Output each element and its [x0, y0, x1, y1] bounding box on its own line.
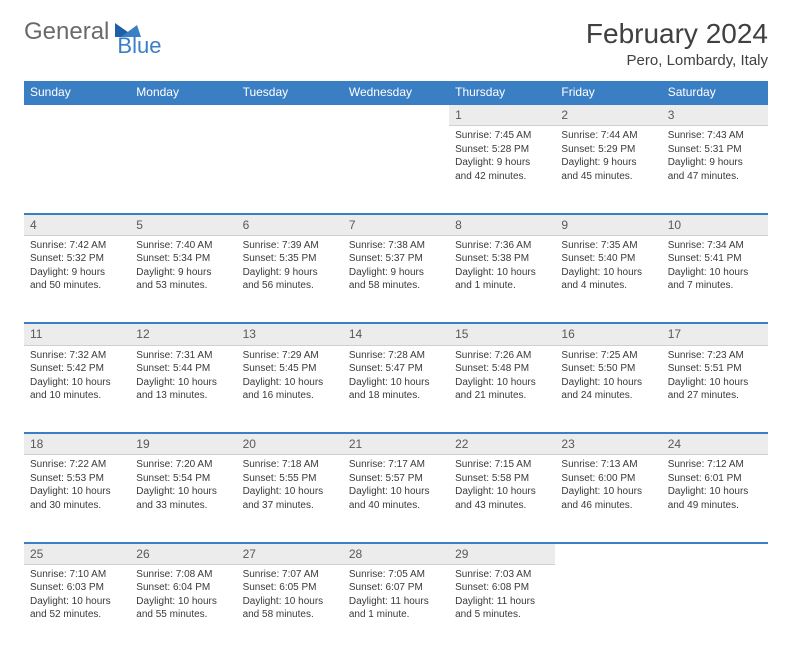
day-number-cell: 1 — [449, 104, 555, 126]
day-number-cell: 2 — [555, 104, 661, 126]
day-number-cell: 28 — [343, 543, 449, 565]
day-number-cell: 9 — [555, 214, 661, 236]
day-cell: Sunrise: 7:34 AMSunset: 5:41 PMDaylight:… — [662, 235, 768, 323]
day-header: Thursday — [449, 81, 555, 104]
day-number-cell: 19 — [130, 433, 236, 455]
day-cell: Sunrise: 7:38 AMSunset: 5:37 PMDaylight:… — [343, 235, 449, 323]
header: General Blue February 2024 Pero, Lombard… — [24, 18, 768, 69]
day-number-cell: 10 — [662, 214, 768, 236]
day-cell: Sunrise: 7:08 AMSunset: 6:04 PMDaylight:… — [130, 564, 236, 652]
day-number-cell: 3 — [662, 104, 768, 126]
day-cell: Sunrise: 7:20 AMSunset: 5:54 PMDaylight:… — [130, 455, 236, 543]
day-cell: Sunrise: 7:44 AMSunset: 5:29 PMDaylight:… — [555, 126, 661, 214]
day-number-cell: 14 — [343, 323, 449, 345]
day-cell: Sunrise: 7:28 AMSunset: 5:47 PMDaylight:… — [343, 345, 449, 433]
day-number-cell: 15 — [449, 323, 555, 345]
day-number-cell: 12 — [130, 323, 236, 345]
day-number-row: 18192021222324 — [24, 433, 768, 455]
day-cell: Sunrise: 7:17 AMSunset: 5:57 PMDaylight:… — [343, 455, 449, 543]
day-number-cell: 26 — [130, 543, 236, 565]
day-cell: Sunrise: 7:42 AMSunset: 5:32 PMDaylight:… — [24, 235, 130, 323]
day-number-cell: 25 — [24, 543, 130, 565]
day-number-cell: 27 — [237, 543, 343, 565]
day-content-row: Sunrise: 7:45 AMSunset: 5:28 PMDaylight:… — [24, 126, 768, 214]
day-cell: Sunrise: 7:40 AMSunset: 5:34 PMDaylight:… — [130, 235, 236, 323]
day-content-row: Sunrise: 7:42 AMSunset: 5:32 PMDaylight:… — [24, 235, 768, 323]
day-number-cell: 29 — [449, 543, 555, 565]
page-title: February 2024 — [586, 18, 768, 50]
day-cell: Sunrise: 7:22 AMSunset: 5:53 PMDaylight:… — [24, 455, 130, 543]
day-cell: Sunrise: 7:32 AMSunset: 5:42 PMDaylight:… — [24, 345, 130, 433]
day-header: Wednesday — [343, 81, 449, 104]
day-number-row: 45678910 — [24, 214, 768, 236]
day-number-row: 123 — [24, 104, 768, 126]
day-cell: Sunrise: 7:25 AMSunset: 5:50 PMDaylight:… — [555, 345, 661, 433]
day-cell: Sunrise: 7:18 AMSunset: 5:55 PMDaylight:… — [237, 455, 343, 543]
day-cell — [237, 126, 343, 214]
calendar-table: SundayMondayTuesdayWednesdayThursdayFrid… — [24, 81, 768, 652]
logo-text-blue: Blue — [117, 33, 161, 59]
day-number-cell: 22 — [449, 433, 555, 455]
day-number-cell: 8 — [449, 214, 555, 236]
day-cell: Sunrise: 7:29 AMSunset: 5:45 PMDaylight:… — [237, 345, 343, 433]
day-number-cell: 17 — [662, 323, 768, 345]
day-number-cell: 7 — [343, 214, 449, 236]
day-header: Friday — [555, 81, 661, 104]
day-cell: Sunrise: 7:23 AMSunset: 5:51 PMDaylight:… — [662, 345, 768, 433]
day-number-cell: 16 — [555, 323, 661, 345]
day-header-row: SundayMondayTuesdayWednesdayThursdayFrid… — [24, 81, 768, 104]
day-number-cell — [343, 104, 449, 126]
day-number-cell — [237, 104, 343, 126]
day-number-row: 2526272829 — [24, 543, 768, 565]
day-cell: Sunrise: 7:36 AMSunset: 5:38 PMDaylight:… — [449, 235, 555, 323]
day-header: Tuesday — [237, 81, 343, 104]
day-cell — [662, 564, 768, 652]
location-label: Pero, Lombardy, Italy — [586, 52, 768, 69]
day-number-cell — [555, 543, 661, 565]
day-number-cell: 23 — [555, 433, 661, 455]
day-number-cell: 5 — [130, 214, 236, 236]
day-number-cell — [662, 543, 768, 565]
day-cell: Sunrise: 7:05 AMSunset: 6:07 PMDaylight:… — [343, 564, 449, 652]
day-number-cell — [130, 104, 236, 126]
day-content-row: Sunrise: 7:32 AMSunset: 5:42 PMDaylight:… — [24, 345, 768, 433]
day-cell: Sunrise: 7:12 AMSunset: 6:01 PMDaylight:… — [662, 455, 768, 543]
day-number-cell: 24 — [662, 433, 768, 455]
logo: General Blue — [24, 18, 187, 46]
day-header: Sunday — [24, 81, 130, 104]
day-number-cell: 21 — [343, 433, 449, 455]
day-cell: Sunrise: 7:31 AMSunset: 5:44 PMDaylight:… — [130, 345, 236, 433]
day-cell: Sunrise: 7:10 AMSunset: 6:03 PMDaylight:… — [24, 564, 130, 652]
day-cell: Sunrise: 7:26 AMSunset: 5:48 PMDaylight:… — [449, 345, 555, 433]
day-cell: Sunrise: 7:07 AMSunset: 6:05 PMDaylight:… — [237, 564, 343, 652]
day-content-row: Sunrise: 7:22 AMSunset: 5:53 PMDaylight:… — [24, 455, 768, 543]
day-cell: Sunrise: 7:35 AMSunset: 5:40 PMDaylight:… — [555, 235, 661, 323]
day-cell — [343, 126, 449, 214]
day-number-cell: 13 — [237, 323, 343, 345]
day-cell: Sunrise: 7:43 AMSunset: 5:31 PMDaylight:… — [662, 126, 768, 214]
day-content-row: Sunrise: 7:10 AMSunset: 6:03 PMDaylight:… — [24, 564, 768, 652]
day-cell: Sunrise: 7:45 AMSunset: 5:28 PMDaylight:… — [449, 126, 555, 214]
day-cell: Sunrise: 7:15 AMSunset: 5:58 PMDaylight:… — [449, 455, 555, 543]
day-header: Monday — [130, 81, 236, 104]
day-number-cell: 18 — [24, 433, 130, 455]
day-cell: Sunrise: 7:03 AMSunset: 6:08 PMDaylight:… — [449, 564, 555, 652]
logo-text-general: General — [24, 18, 109, 46]
day-number-cell: 20 — [237, 433, 343, 455]
day-cell — [555, 564, 661, 652]
day-cell: Sunrise: 7:13 AMSunset: 6:00 PMDaylight:… — [555, 455, 661, 543]
day-number-row: 11121314151617 — [24, 323, 768, 345]
day-header: Saturday — [662, 81, 768, 104]
day-cell: Sunrise: 7:39 AMSunset: 5:35 PMDaylight:… — [237, 235, 343, 323]
day-cell — [130, 126, 236, 214]
title-block: February 2024 Pero, Lombardy, Italy — [586, 18, 768, 69]
day-number-cell: 6 — [237, 214, 343, 236]
day-number-cell: 4 — [24, 214, 130, 236]
day-number-cell — [24, 104, 130, 126]
day-number-cell: 11 — [24, 323, 130, 345]
day-cell — [24, 126, 130, 214]
